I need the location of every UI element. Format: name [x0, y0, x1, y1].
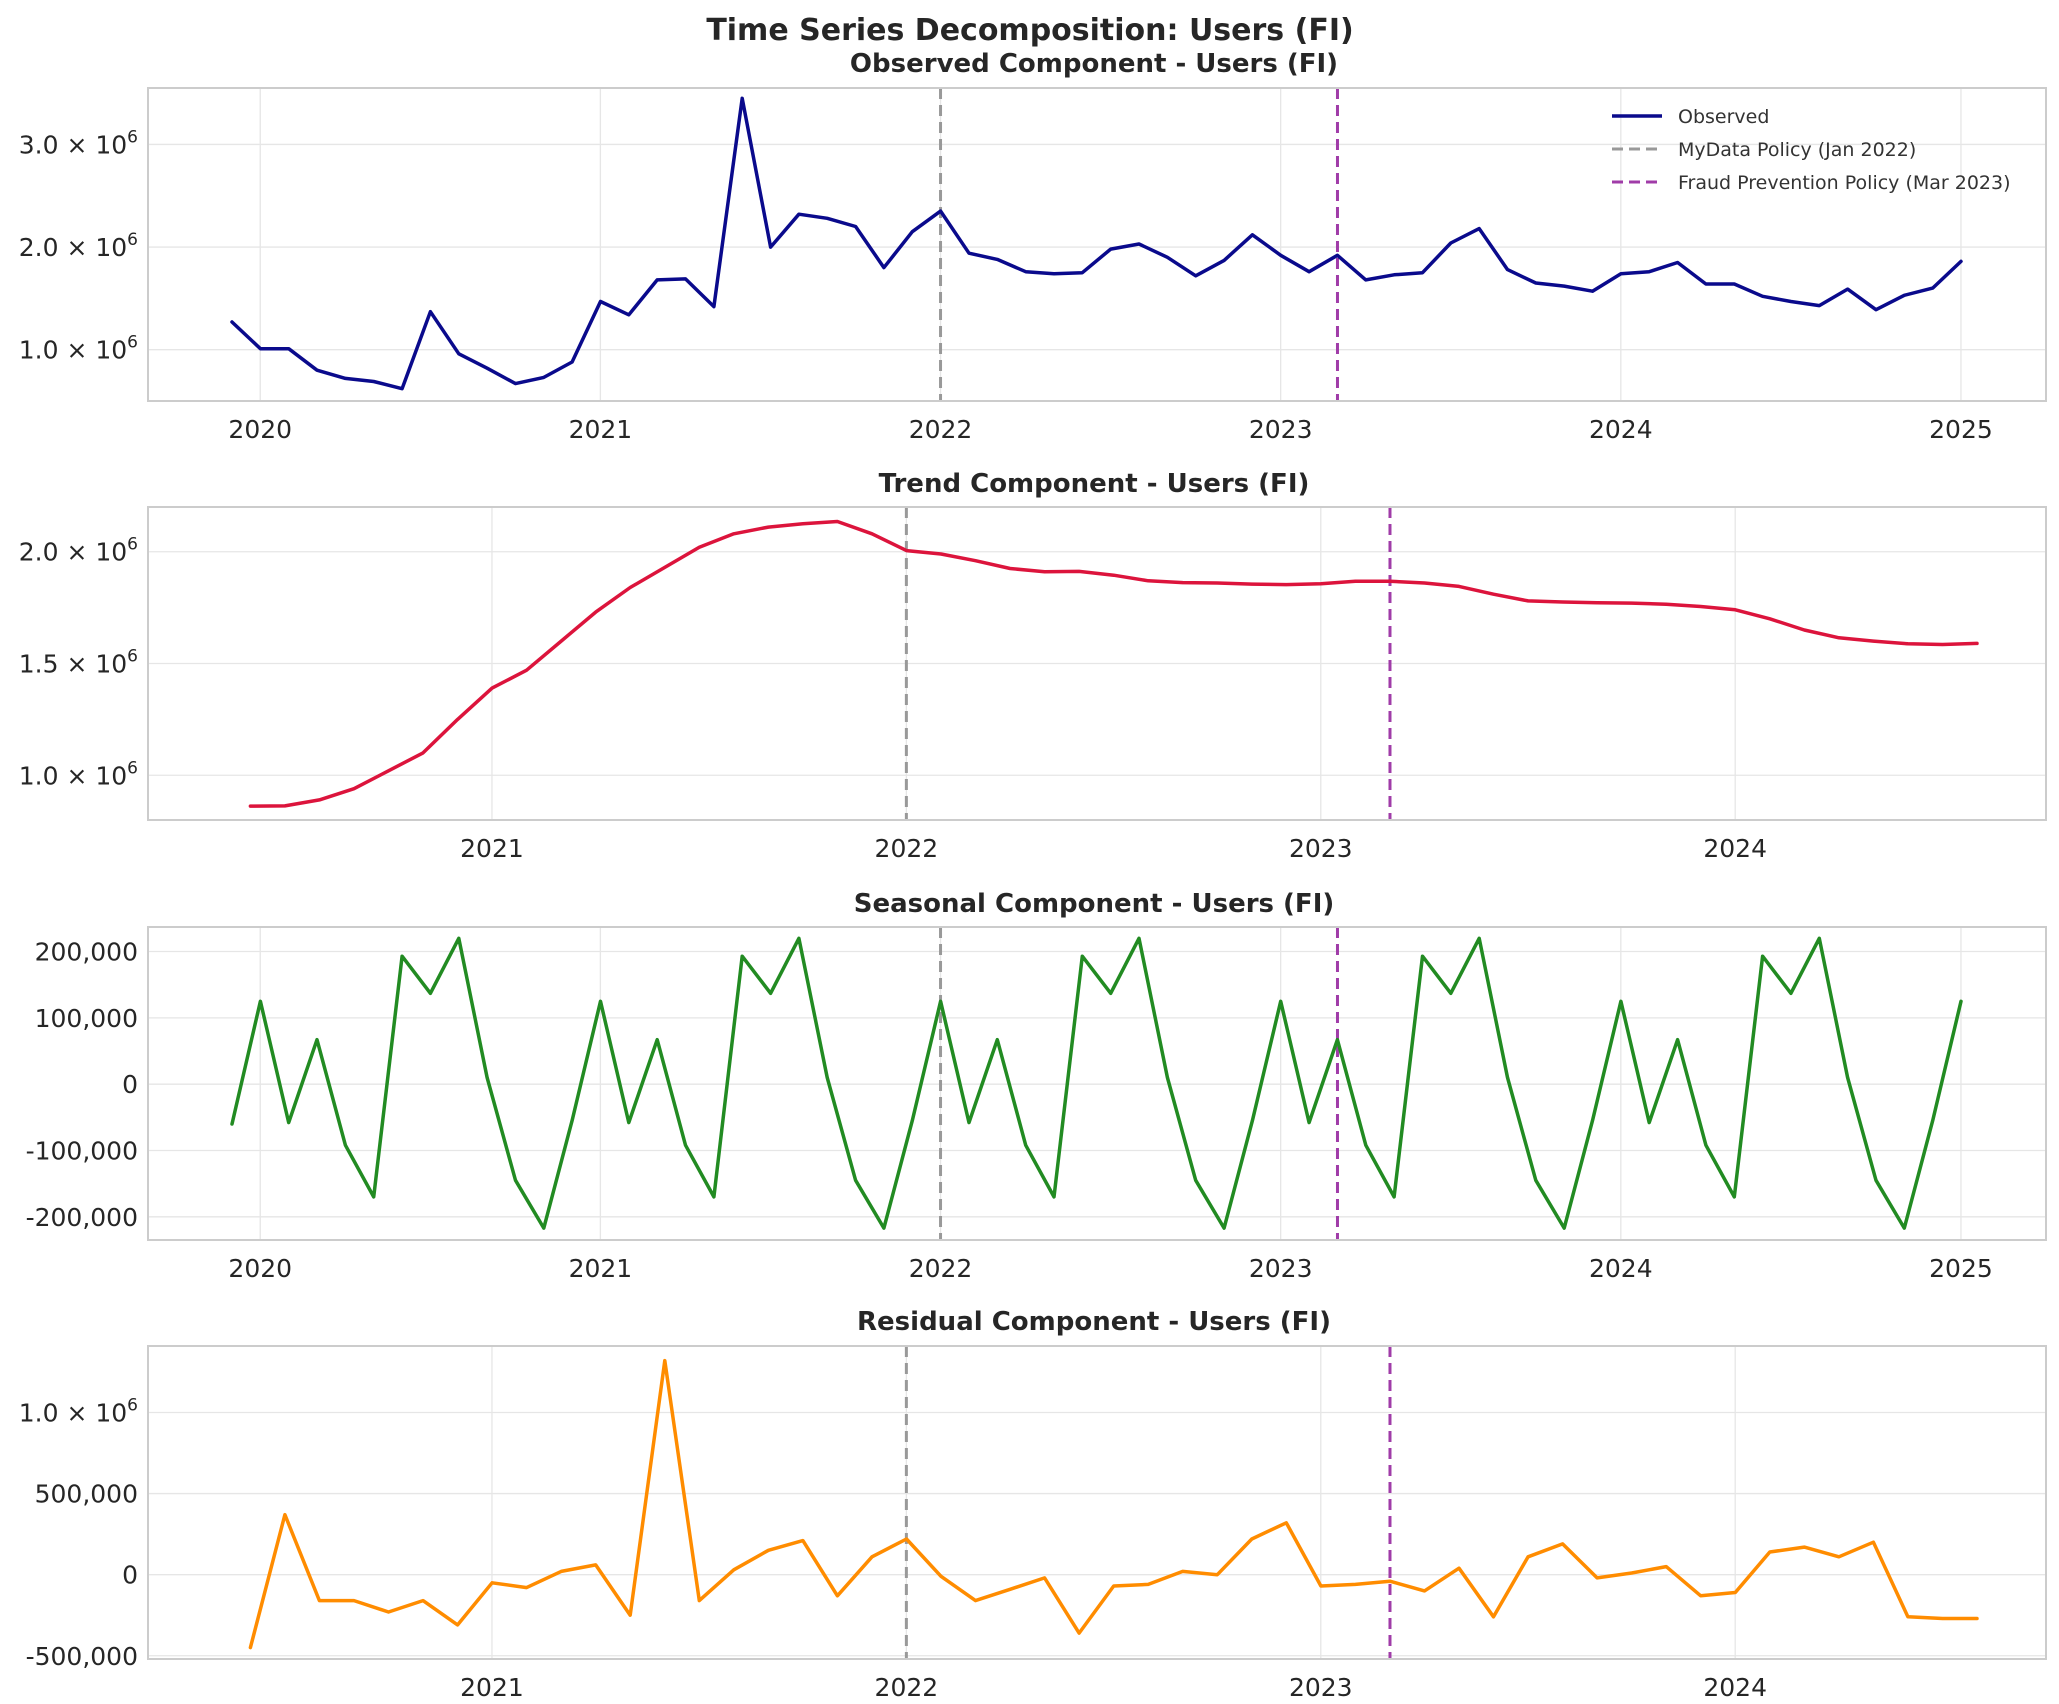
observed-ytick-label: 1.0 × 106 — [19, 333, 138, 365]
trend-plot-frame — [147, 506, 2047, 821]
observed-xtick-label: 2022 — [909, 415, 973, 444]
observed-xtick-label: 2021 — [569, 415, 633, 444]
residual-xtick-label: 2023 — [1289, 1673, 1353, 1702]
seasonal-xtick-label: 2024 — [1589, 1254, 1653, 1283]
observed-xtick-label: 2023 — [1249, 415, 1313, 444]
seasonal-panel: Seasonal Component - Users (FI) 2020 2021… — [26, 889, 2047, 1283]
residual-xtick-label: 2024 — [1703, 1673, 1767, 1702]
residual-ytick-label: 0 — [122, 1561, 138, 1590]
observed-xtick-label: 2024 — [1589, 415, 1653, 444]
seasonal-xtick-label: 2022 — [909, 1254, 973, 1283]
observed-xtick-label: 2020 — [228, 415, 292, 444]
observed-legend: Observed MyData Policy (Jan 2022) Fraud … — [1612, 106, 2011, 194]
observed-ytick-label: 2.0 × 106 — [19, 230, 138, 262]
residual-plot-frame — [147, 1345, 2047, 1660]
observed-xtick-label: 2025 — [1929, 415, 1993, 444]
seasonal-xtick-label: 2021 — [569, 1254, 633, 1283]
residual-ytick-label: 500,000 — [35, 1480, 138, 1509]
observed-panel: Observed Component - Users (FI) 2020 2021… — [19, 49, 2047, 444]
legend-label-mydata: MyData Policy (Jan 2022) — [1678, 139, 1916, 161]
trend-xtick-label: 2024 — [1703, 834, 1767, 863]
trend-ytick-label: 1.0 × 106 — [19, 758, 138, 790]
observed-series-line — [230, 96, 1963, 391]
seasonal-plot-frame — [147, 926, 2047, 1241]
observed-ytick-label: 3.0 × 106 — [19, 127, 138, 159]
seasonal-ytick-label: -100,000 — [26, 1136, 138, 1165]
residual-xtick-label: 2022 — [875, 1673, 939, 1702]
figure-title: Time Series Decomposition: Users (FI) — [706, 13, 1353, 48]
seasonal-xtick-label: 2025 — [1929, 1254, 1993, 1283]
seasonal-ytick-label: 200,000 — [35, 938, 138, 967]
residual-xtick-label: 2021 — [460, 1673, 524, 1702]
residual-series-line — [248, 1358, 1979, 1650]
trend-panel-title: Trend Component - Users (FI) — [879, 469, 1310, 499]
trend-ytick-label: 2.0 × 106 — [19, 535, 138, 567]
trend-ytick-label: 1.5 × 106 — [19, 647, 138, 679]
seasonal-xtick-label: 2023 — [1249, 1254, 1313, 1283]
seasonal-series-line — [230, 936, 1963, 1230]
seasonal-panel-title: Seasonal Component - Users (FI) — [854, 889, 1335, 919]
seasonal-ytick-label: 100,000 — [35, 1004, 138, 1033]
residual-ytick-label: 1.0 × 106 — [19, 1395, 138, 1427]
trend-panel: Trend Component - Users (FI) 2021 2022 202… — [19, 469, 2047, 863]
residual-ytick-label: -500,000 — [26, 1642, 138, 1671]
legend-label-fraud: Fraud Prevention Policy (Mar 2023) — [1678, 172, 2011, 194]
seasonal-ytick-label: 0 — [122, 1070, 138, 1099]
trend-xtick-label: 2022 — [875, 834, 939, 863]
legend-label-observed: Observed — [1678, 106, 1769, 128]
observed-plot-frame — [147, 87, 2047, 402]
residual-panel-title: Residual Component - Users (FI) — [857, 1307, 1331, 1337]
observed-panel-title: Observed Component - Users (FI) — [850, 49, 1338, 79]
trend-xtick-label: 2023 — [1289, 834, 1353, 863]
seasonal-ytick-label: -200,000 — [26, 1203, 138, 1232]
trend-series-line — [248, 519, 1979, 808]
residual-panel: Residual Component - Users (FI) 2021 2022… — [19, 1307, 2047, 1702]
trend-xtick-label: 2021 — [460, 834, 524, 863]
seasonal-xtick-label: 2020 — [228, 1254, 292, 1283]
